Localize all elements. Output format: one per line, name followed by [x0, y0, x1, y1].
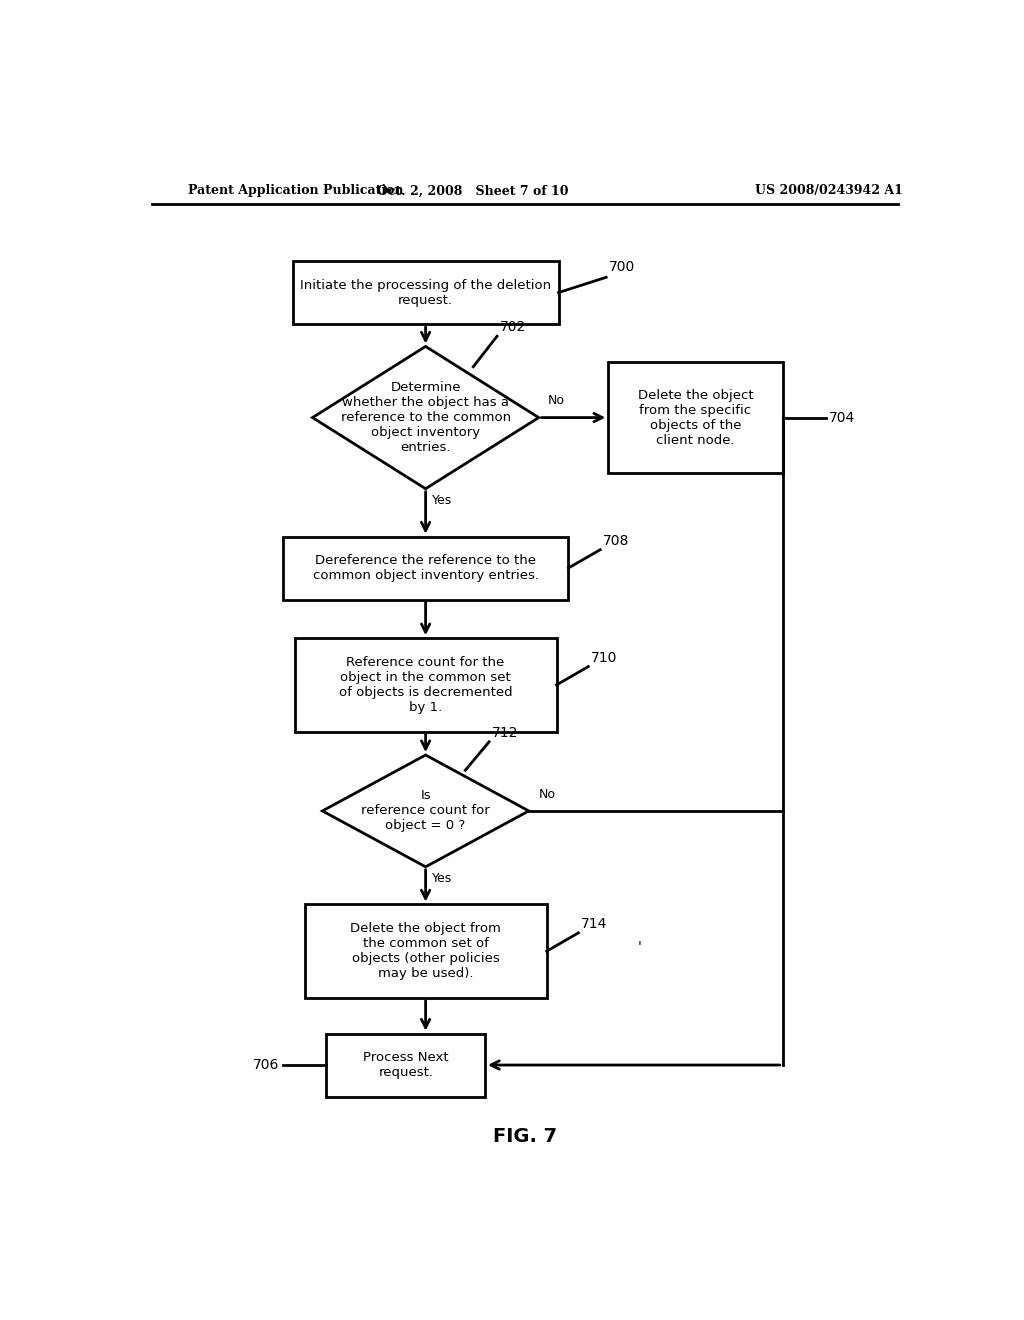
- Text: Initiate the processing of the deletion
request.: Initiate the processing of the deletion …: [300, 279, 551, 306]
- Text: 708: 708: [602, 533, 629, 548]
- Text: 702: 702: [500, 321, 525, 334]
- Bar: [304, 904, 547, 998]
- Text: Is
reference count for
object = 0 ?: Is reference count for object = 0 ?: [361, 789, 489, 833]
- Bar: [327, 1034, 485, 1097]
- Text: Delete the object
from the specific
objects of the
client node.: Delete the object from the specific obje…: [638, 388, 754, 446]
- Bar: [608, 362, 782, 474]
- Text: Determine
whether the object has a
reference to the common
object inventory
entr: Determine whether the object has a refer…: [341, 381, 511, 454]
- Text: 710: 710: [591, 651, 617, 664]
- Text: Process Next
request.: Process Next request.: [362, 1051, 449, 1078]
- Bar: [283, 536, 568, 599]
- Text: Reference count for the
object in the common set
of objects is decremented
by 1.: Reference count for the object in the co…: [339, 656, 512, 714]
- Bar: [295, 638, 557, 731]
- Text: Yes: Yes: [432, 873, 453, 884]
- Text: 704: 704: [828, 411, 855, 425]
- Text: Delete the object from
the common set of
objects (other policies
may be used).: Delete the object from the common set of…: [350, 923, 501, 981]
- Text: 706: 706: [252, 1059, 279, 1072]
- Text: Oct. 2, 2008   Sheet 7 of 10: Oct. 2, 2008 Sheet 7 of 10: [378, 185, 569, 198]
- Text: Yes: Yes: [432, 494, 453, 507]
- Text: No: No: [539, 788, 555, 801]
- Text: US 2008/0243942 A1: US 2008/0243942 A1: [755, 185, 903, 198]
- Text: FIG. 7: FIG. 7: [493, 1127, 557, 1146]
- Polygon shape: [323, 755, 528, 867]
- Bar: [293, 261, 558, 325]
- Text: 712: 712: [492, 726, 518, 739]
- Text: 700: 700: [608, 260, 635, 275]
- Text: ': ': [638, 940, 642, 954]
- Text: Patent Application Publication: Patent Application Publication: [187, 185, 403, 198]
- Text: No: No: [548, 395, 565, 408]
- Polygon shape: [312, 346, 539, 488]
- Text: 714: 714: [581, 917, 607, 931]
- Text: Dereference the reference to the
common object inventory entries.: Dereference the reference to the common …: [312, 554, 539, 582]
